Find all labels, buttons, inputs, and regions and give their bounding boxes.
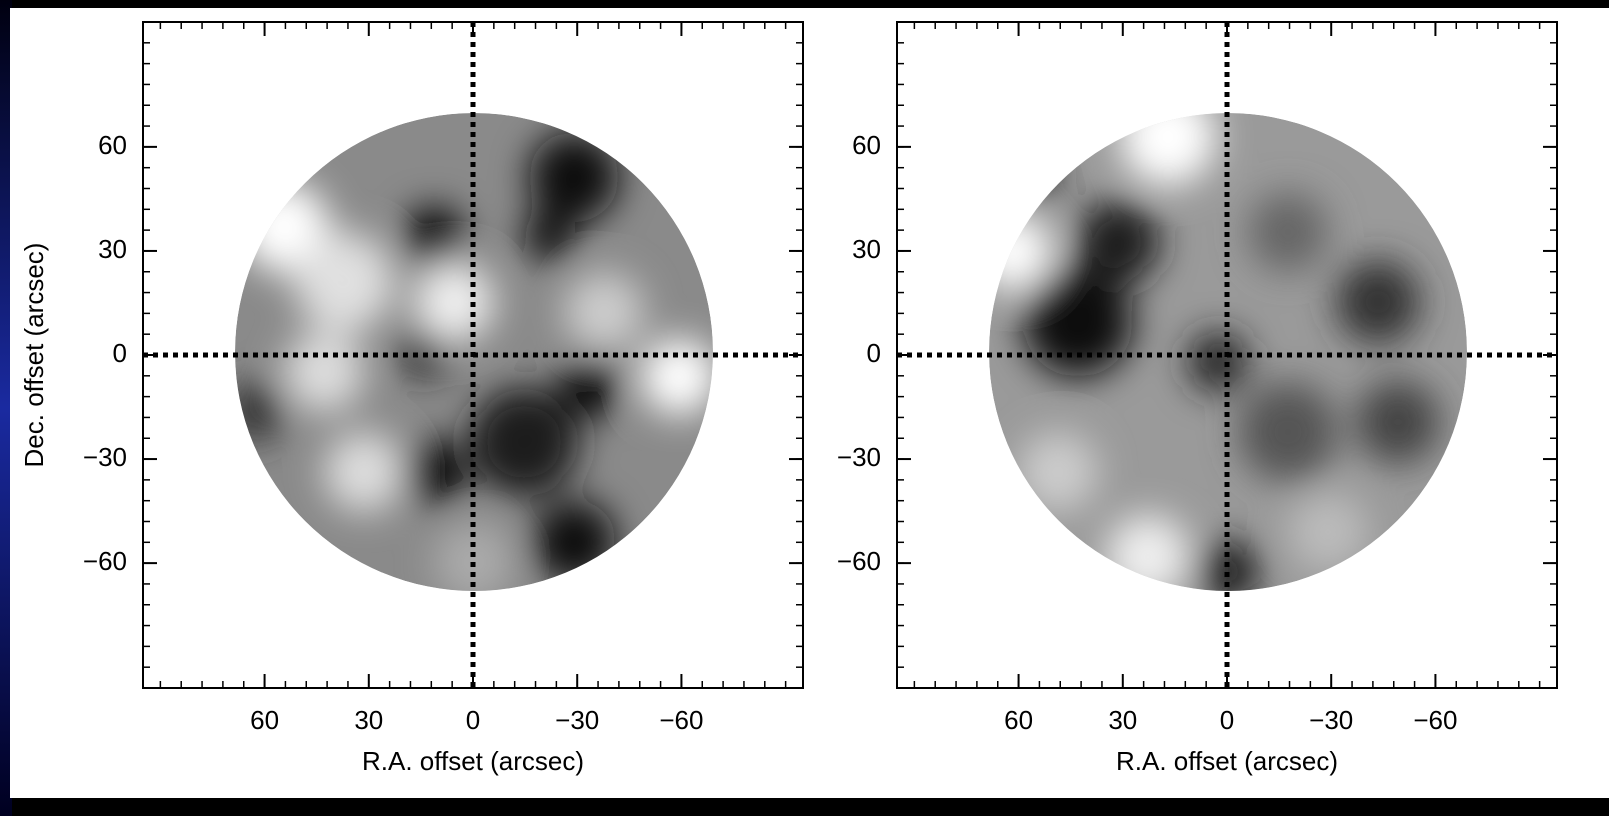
map-feature [1356, 380, 1440, 464]
y-tick-label: −30 [83, 442, 127, 472]
x-tick-label: 0 [466, 705, 480, 735]
x-tick-label: 60 [250, 705, 279, 735]
y-tick-label: −60 [83, 546, 127, 576]
map-feature [1018, 432, 1098, 512]
y-tick-label: 0 [867, 338, 881, 368]
y-tick-label: 60 [98, 130, 127, 160]
map-feature [402, 440, 466, 504]
y-tick-label: −60 [837, 546, 881, 576]
map-feature [294, 232, 394, 332]
map-feature [641, 339, 713, 415]
map-feature [1248, 192, 1328, 272]
x-tick-label: −60 [1413, 705, 1457, 735]
y-tick-label: 0 [113, 338, 127, 368]
map-feature [1188, 332, 1248, 392]
x-tick-label: −30 [555, 705, 599, 735]
map-feature [1288, 492, 1368, 572]
y-tick-label: 60 [852, 130, 881, 160]
map-feature [529, 132, 619, 222]
map-feature [1336, 260, 1420, 344]
slide-edge [0, 0, 12, 816]
x-axis-title: R.A. offset (arcsec) [1116, 746, 1338, 776]
y-tick-label: −30 [837, 442, 881, 472]
x-tick-label: −30 [1309, 705, 1353, 735]
map-feature [414, 262, 494, 342]
x-tick-label: 30 [1108, 705, 1137, 735]
x-axis-title: R.A. offset (arcsec) [362, 746, 584, 776]
map-feature [1023, 267, 1133, 377]
map-feature [399, 327, 449, 377]
map-feature [1076, 200, 1160, 284]
y-tick-label: 30 [852, 234, 881, 264]
x-tick-label: 60 [1004, 705, 1033, 735]
y-tick-label: 30 [98, 234, 127, 264]
map-feature [564, 272, 644, 352]
x-tick-label: 0 [1220, 705, 1234, 735]
map-feature [1120, 113, 1216, 185]
map-feature [469, 387, 579, 497]
map-feature [523, 211, 575, 263]
x-tick-label: −60 [659, 705, 703, 735]
map-structure [235, 132, 713, 591]
map-feature [404, 207, 464, 267]
map-feature [559, 357, 619, 417]
y-axis-title: Dec. offset (arcsec) [19, 243, 49, 468]
map-feature [284, 332, 364, 412]
map-feature [1238, 382, 1338, 482]
map-feature [324, 432, 404, 512]
x-tick-label: 30 [354, 705, 383, 735]
